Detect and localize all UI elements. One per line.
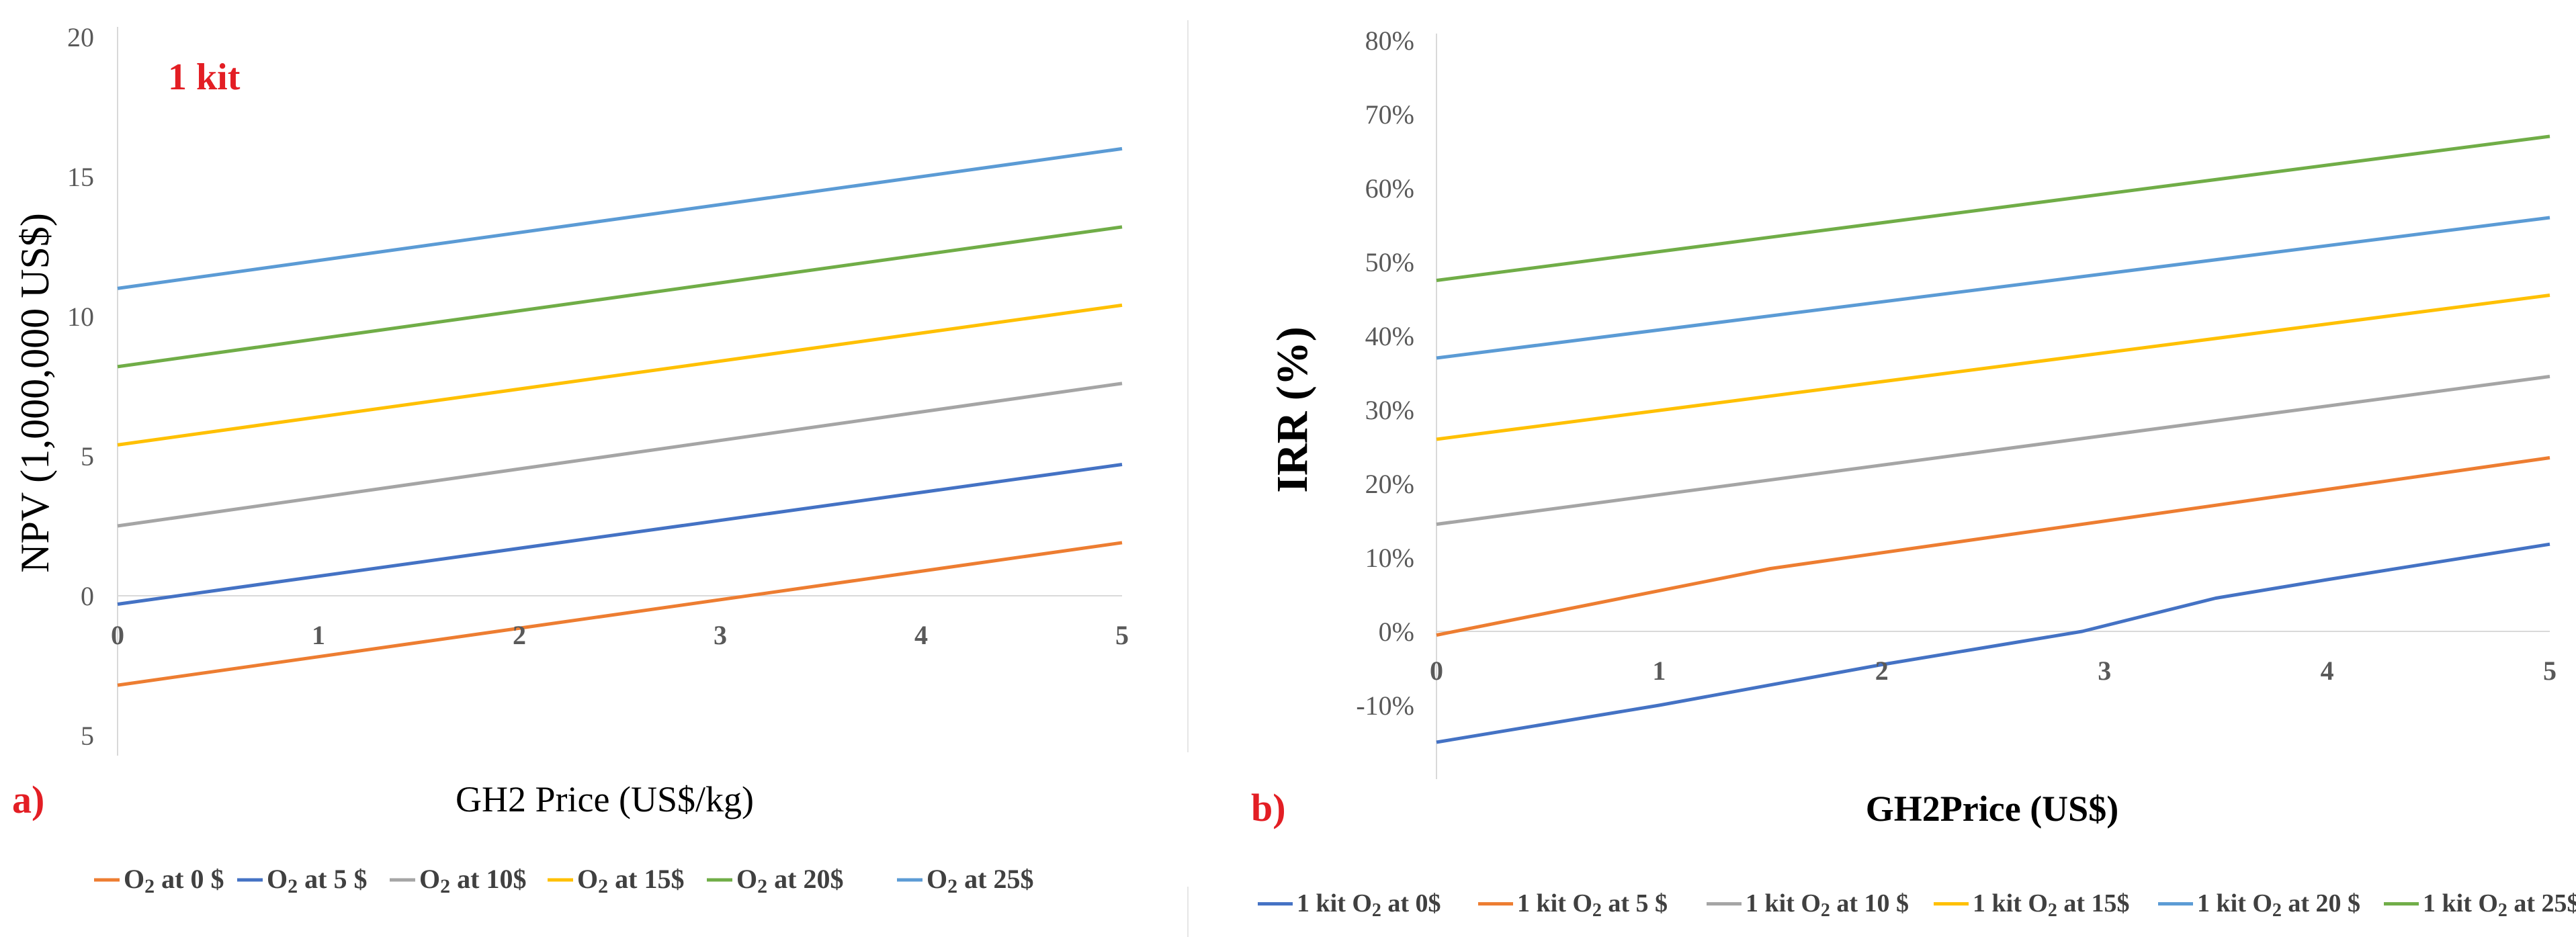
irr-series-line [1436,134,2550,282]
npv-x-tick-label: 5 [1115,620,1129,650]
irr-y-tick-label: -10% [1356,690,1414,721]
npv-y-tick-label: 15 [67,162,94,192]
legend-item: 1 kit O2 at 15$ [1934,889,2130,921]
irr-y-tick-label: 80% [1365,26,1414,56]
irr-series-line [1436,375,2550,526]
legend-item: 1 kit O2 at 25$ [2384,889,2576,921]
irr-legend: 1 kit O2 at 0$ 1 kit O2 at 5 $ 1 kit O2 at… [1258,889,2576,921]
legend-item: O2 at 20$ [707,864,843,897]
npv-annotation: 1 kit [168,56,241,98]
irr-y-tick-label: 20% [1365,469,1414,499]
npv-chart: 20 15 10 5 0 5 0 1 2 3 4 5 1 kit NPV (1,000,000 US… [12,22,1129,897]
npv-series-line [117,146,1123,290]
npv-legend: O2 at 0 $ O2 at 5 $ O2 at 10$ O2 at 15$ O2 a… [94,864,1033,897]
legend-item: 1 kit O2 at 0$ [1258,889,1441,921]
irr-series-line [1436,542,2550,744]
npv-series-line [117,382,1123,528]
legend-item: O2 at 0 $ [94,864,224,897]
legend-label: O2 at 10$ [419,864,526,897]
irr-y-tick-label: 0% [1379,617,1414,647]
irr-chart: 80% 70% 60% 50% 40% 30% 20% 10% 0% -10% 0 1 2 3 4 5 IR… [1251,26,2576,921]
legend-label: 1 kit O2 at 0$ [1297,889,1441,921]
npv-x-axis-title: GH2 Price (US$/kg) [456,779,754,819]
legend-label: O2 at 20$ [736,864,843,897]
legend-label: 1 kit O2 at 5 $ [1517,889,1668,921]
legend-item: 1 kit O2 at 10 $ [1707,889,1909,921]
legend-item: 1 kit O2 at 5 $ [1478,889,1668,921]
npv-y-axis-title: NPV (1,000,000 US$) [13,213,57,573]
irr-x-tick-label: 5 [2543,656,2557,686]
irr-y-tick-label: 40% [1365,321,1414,351]
irr-y-axis-title: IRR (%) [1268,326,1317,492]
legend-item: O2 at 25$ [897,864,1033,897]
npv-x-tick-label: 1 [312,620,325,650]
legend-label: 1 kit O2 at 15$ [1973,889,2130,921]
irr-x-axis-title: GH2Price (US$) [1866,789,2118,829]
npv-series-line [117,303,1123,447]
npv-x-tick-label: 4 [914,620,928,650]
npv-x-tick-label: 2 [513,620,526,650]
irr-y-tick-label: 50% [1365,247,1414,277]
irr-x-tick-label: 0 [1430,656,1443,686]
irr-x-tick-label: 1 [1652,656,1666,686]
legend-label: 1 kit O2 at 20 $ [2197,889,2360,921]
legend-label: 1 kit O2 at 10 $ [1746,889,1909,921]
legend-item: 1 kit O2 at 20 $ [2158,889,2360,921]
irr-y-tick-label: 60% [1365,173,1414,204]
npv-series-line [117,225,1123,369]
npv-x-tick-label: 0 [111,620,124,650]
irr-x-tick-label: 4 [2321,656,2334,686]
npv-series-line [117,541,1123,687]
irr-y-tick-label: 30% [1365,395,1414,425]
legend-label: O2 at 15$ [577,864,684,897]
legend-item: O2 at 5 $ [237,864,367,897]
legend-label: O2 at 25$ [927,864,1033,897]
irr-x-tick-label: 2 [1875,656,1889,686]
legend-item: O2 at 10$ [390,864,526,897]
npv-y-tick-label: 10 [67,302,94,332]
npv-y-tick-label: 0 [81,581,94,611]
irr-panel-label: b) [1251,786,1286,830]
npv-y-tick-label: 5 [81,721,94,751]
irr-y-tick-label: 10% [1365,543,1414,573]
irr-x-tick-label: 3 [2098,656,2111,686]
irr-series-line [1436,216,2550,360]
npv-x-tick-label: 3 [714,620,727,650]
irr-series-line [1436,456,2550,637]
npv-y-tick-label: 5 [81,441,94,472]
legend-item: O2 at 15$ [548,864,684,897]
legend-label: O2 at 5 $ [267,864,367,897]
legend-label: O2 at 0 $ [124,864,224,897]
legend-label: 1 kit O2 at 25$ [2423,889,2576,921]
npv-panel-label: a) [12,778,44,821]
npv-series-line [117,463,1123,606]
npv-y-tick-label: 20 [67,22,94,52]
irr-series-line [1436,294,2550,441]
irr-y-tick-label: 70% [1365,99,1414,130]
